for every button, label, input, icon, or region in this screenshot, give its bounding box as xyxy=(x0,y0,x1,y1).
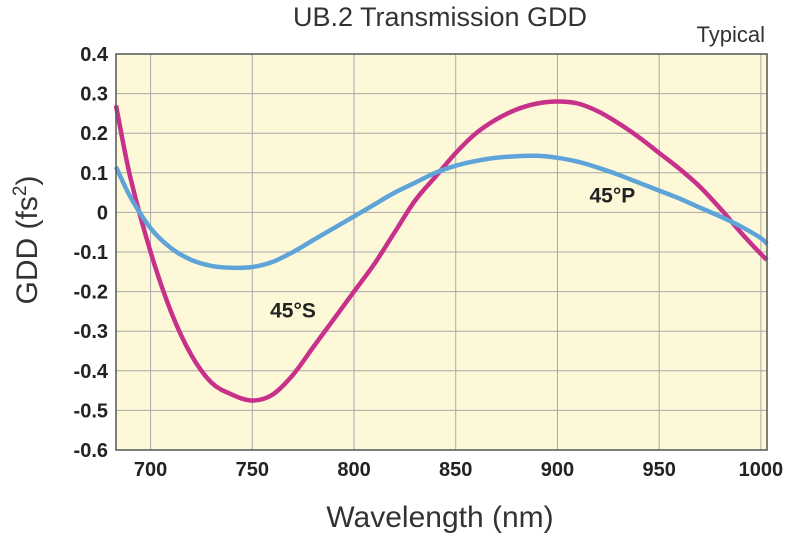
series-layer xyxy=(113,99,769,403)
series-label-45s: 45°S xyxy=(270,299,316,322)
x-tick-label: 750 xyxy=(236,459,269,481)
y-tick-label: 0 xyxy=(97,202,108,224)
y-tick-label: -0.5 xyxy=(74,400,108,422)
series-line-45p xyxy=(113,153,769,271)
y-tick-label: 0.2 xyxy=(80,123,108,145)
typical-note: Typical xyxy=(697,22,765,47)
y-tick-label: -0.1 xyxy=(74,242,108,264)
y-axis-label: GDD (fs2) xyxy=(10,176,44,305)
x-tick-label: 850 xyxy=(439,459,472,481)
y-tick-label: -0.3 xyxy=(74,321,108,343)
y-axis-label-main: GDD (fs xyxy=(11,196,44,304)
y-tick-label: 0.4 xyxy=(80,44,109,66)
series-annotations: 45°S 45°P xyxy=(270,185,635,323)
y-tick-label: 0.3 xyxy=(80,84,108,106)
y-tick-label: -0.6 xyxy=(74,440,108,462)
y-tick-label: -0.4 xyxy=(74,361,109,383)
series-label-45p: 45°P xyxy=(590,185,636,208)
x-tick-label: 700 xyxy=(134,459,167,481)
x-tick-label: 950 xyxy=(642,459,675,481)
x-tick-labels: 700 750 800 850 900 950 1000 xyxy=(134,459,783,481)
y-axis-label-close: ) xyxy=(11,176,44,186)
y-tick-label: 0.1 xyxy=(80,163,108,185)
x-axis-label: Wavelength (nm) xyxy=(326,501,553,534)
y-axis-label-sup: 2 xyxy=(10,186,31,197)
y-tick-labels: 0.4 0.3 0.2 0.1 0 -0.1 -0.2 -0.3 -0.4 -0.5 -0.6 xyxy=(74,44,109,462)
x-tick-label: 1000 xyxy=(739,459,784,481)
chart-title: UB.2 Transmission GDD xyxy=(293,2,587,32)
y-tick-label: -0.2 xyxy=(74,282,108,304)
plot-frame xyxy=(115,53,768,451)
x-tick-label: 900 xyxy=(541,459,574,481)
x-tick-label: 800 xyxy=(337,459,370,481)
